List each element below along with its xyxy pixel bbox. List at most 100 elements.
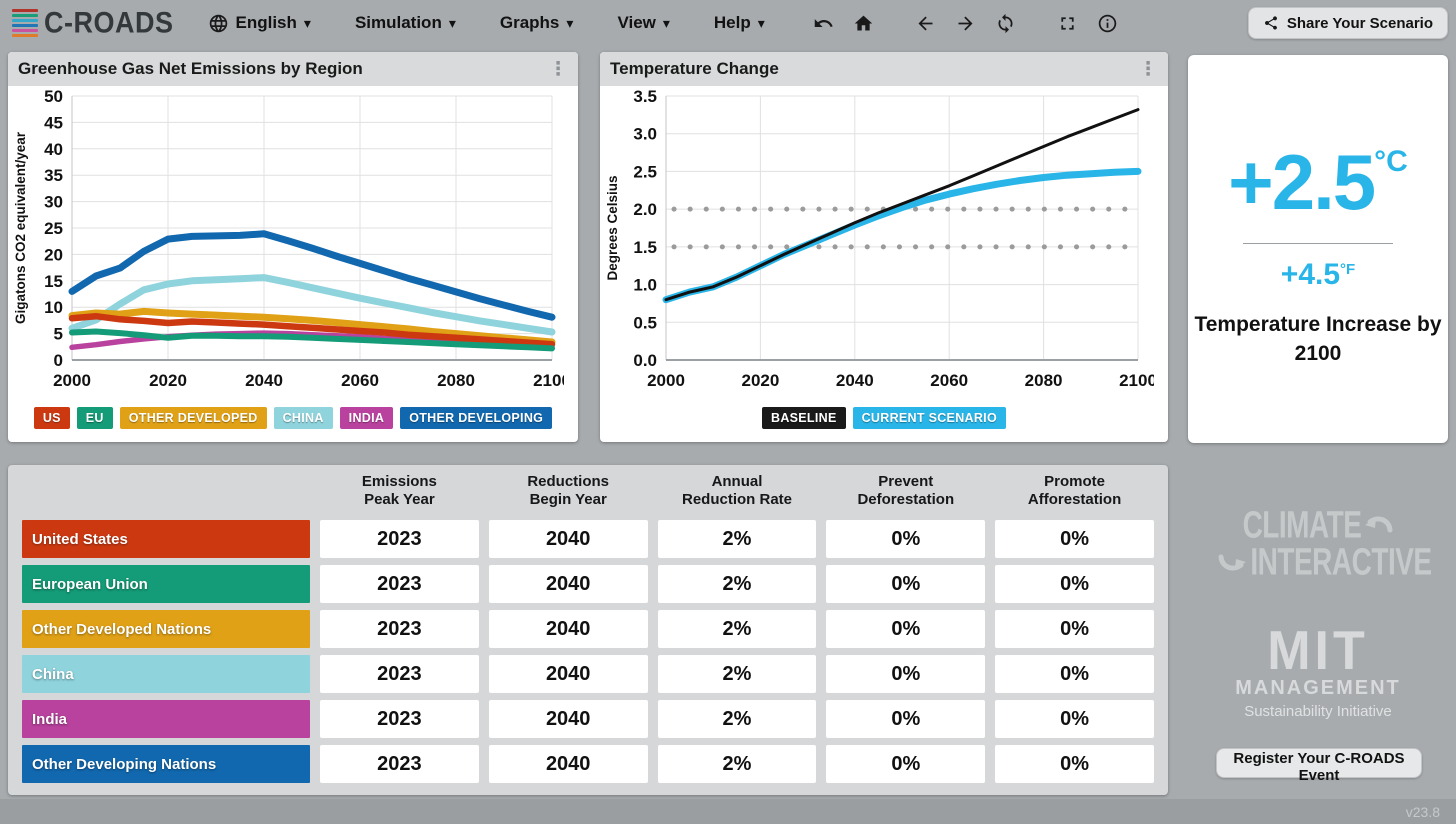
version-label: v23.8 bbox=[1405, 803, 1440, 820]
eu-annual-reduction-rate-cell[interactable]: 2% bbox=[657, 565, 817, 603]
svg-text:2000: 2000 bbox=[647, 371, 685, 390]
temperature-celsius: +2.5°C bbox=[1228, 138, 1408, 226]
celsius-unit: °C bbox=[1374, 145, 1408, 178]
reload-button[interactable] bbox=[991, 8, 1021, 38]
kebab-menu-icon[interactable] bbox=[548, 57, 568, 81]
svg-text:20: 20 bbox=[44, 245, 63, 264]
other-developed-annual-reduction-rate-cell[interactable]: 2% bbox=[657, 610, 817, 648]
other-developing-prevent-deforestation-cell[interactable]: 0% bbox=[826, 745, 986, 783]
us-emissions-peak-year-cell[interactable]: 2023 bbox=[320, 520, 479, 558]
us-reductions-begin-year-cell[interactable]: 2040 bbox=[488, 520, 648, 558]
india-reductions-begin-year-cell[interactable]: 2040 bbox=[488, 700, 648, 738]
menu-language[interactable]: English bbox=[208, 13, 311, 34]
emissions-chart-canvas: 0 5 10 15 20 25 30 35 40 45 50 2000 2020 2040 2060 2080… bbox=[13, 87, 571, 390]
other-developed-emissions-peak-year-cell[interactable]: 2023 bbox=[320, 610, 479, 648]
climate-interactive-logo: CLIMATE INTERACTIVE bbox=[1188, 504, 1448, 582]
india-emissions-peak-year-cell[interactable]: 2023 bbox=[320, 700, 479, 738]
header-promote-afforestation: Promote Afforestation bbox=[1027, 473, 1122, 508]
region-label-european-union: European Union bbox=[22, 565, 310, 603]
eu-reductions-begin-year-cell[interactable]: 2040 bbox=[488, 565, 648, 603]
eu-promote-afforestation-cell[interactable]: 0% bbox=[995, 565, 1154, 603]
svg-text:5: 5 bbox=[54, 325, 63, 344]
toolbar-icons bbox=[809, 8, 1123, 38]
china-promote-afforestation-cell[interactable]: 0% bbox=[995, 655, 1154, 693]
region-label-india: India bbox=[22, 700, 310, 738]
chevron-down-icon bbox=[758, 13, 765, 33]
forward-arrow-icon bbox=[958, 16, 973, 30]
back-arrow-icon bbox=[918, 16, 933, 30]
header-reductions-begin-year: Reductions Begin Year bbox=[527, 473, 610, 508]
mit-logo: MIT MANAGEMENT Sustainability Initiative bbox=[1188, 624, 1448, 720]
undo-icon bbox=[815, 18, 833, 27]
eu-emissions-peak-year-cell[interactable]: 2023 bbox=[320, 565, 479, 603]
c-roads-logo[interactable]: C-ROADS bbox=[12, 6, 174, 39]
menu-help[interactable]: Help bbox=[714, 13, 765, 33]
eu-prevent-deforestation-cell[interactable]: 0% bbox=[826, 565, 986, 603]
emissions-chart-panel: Greenhouse Gas Net Emissions by Region 0… bbox=[8, 52, 578, 442]
svg-text:2020: 2020 bbox=[149, 371, 187, 390]
reload-icon bbox=[998, 13, 1013, 33]
svg-text:2000: 2000 bbox=[53, 371, 91, 390]
undo-button[interactable] bbox=[809, 8, 839, 38]
scenario-table: Emissions Peak Year Reductions Begin Yea… bbox=[22, 473, 1154, 783]
other-developing-promote-afforestation-cell[interactable]: 0% bbox=[995, 745, 1154, 783]
menu-graphs[interactable]: Graphs bbox=[500, 13, 574, 33]
home-icon bbox=[855, 15, 873, 30]
svg-text:0: 0 bbox=[54, 351, 63, 370]
us-prevent-deforestation-cell[interactable]: 0% bbox=[826, 520, 986, 558]
kebab-menu-icon[interactable] bbox=[1138, 57, 1158, 81]
region-label-other-developing: Other Developing Nations bbox=[22, 745, 310, 783]
china-emissions-peak-year-cell[interactable]: 2023 bbox=[320, 655, 479, 693]
footer-bar: v23.8 bbox=[0, 799, 1456, 824]
china-reductions-begin-year-cell[interactable]: 2040 bbox=[488, 655, 648, 693]
india-promote-afforestation-cell[interactable]: 0% bbox=[995, 700, 1154, 738]
logo-stripes-icon bbox=[12, 9, 38, 37]
svg-text:2080: 2080 bbox=[1025, 371, 1063, 390]
register-event-button[interactable]: Register Your C-ROADS Event bbox=[1216, 748, 1422, 784]
svg-text:50: 50 bbox=[44, 87, 63, 106]
other-developing-reductions-begin-year-cell[interactable]: 2040 bbox=[488, 745, 648, 783]
chevron-down-icon bbox=[449, 13, 456, 33]
svg-text:1.0: 1.0 bbox=[633, 276, 657, 295]
menu-view[interactable]: View bbox=[617, 13, 669, 33]
emissions-panel-header: Greenhouse Gas Net Emissions by Region bbox=[8, 52, 578, 86]
forward-button[interactable] bbox=[951, 8, 981, 38]
svg-text:2.5: 2.5 bbox=[633, 162, 657, 181]
temperature-chart-title: Temperature Change bbox=[610, 59, 779, 78]
scenario-table-panel: Emissions Peak Year Reductions Begin Yea… bbox=[8, 465, 1168, 795]
svg-text:2060: 2060 bbox=[341, 371, 379, 390]
navbar: C-ROADS English Simulation Graphs View H… bbox=[0, 0, 1456, 46]
other-developed-prevent-deforestation-cell[interactable]: 0% bbox=[826, 610, 986, 648]
other-developing-emissions-peak-year-cell[interactable]: 2023 bbox=[320, 745, 479, 783]
menu-simulation[interactable]: Simulation bbox=[355, 13, 456, 33]
home-button[interactable] bbox=[849, 8, 879, 38]
svg-text:2100: 2100 bbox=[1119, 371, 1154, 390]
svg-text:2080: 2080 bbox=[437, 371, 475, 390]
us-annual-reduction-rate-cell[interactable]: 2% bbox=[657, 520, 817, 558]
legend-chip-china: CHINA bbox=[273, 407, 333, 429]
climate-interactive-text2: INTERACTIVE bbox=[1250, 540, 1432, 583]
other-developed-promote-afforestation-cell[interactable]: 0% bbox=[995, 610, 1154, 648]
svg-text:2020: 2020 bbox=[741, 371, 779, 390]
fullscreen-button[interactable] bbox=[1053, 8, 1083, 38]
china-prevent-deforestation-cell[interactable]: 0% bbox=[826, 655, 986, 693]
share-scenario-label: Share Your Scenario bbox=[1286, 14, 1433, 32]
emissions-legend: US EU OTHER DEVELOPED CHINA INDIA OTHER … bbox=[8, 407, 578, 429]
back-button[interactable] bbox=[911, 8, 941, 38]
india-prevent-deforestation-cell[interactable]: 0% bbox=[826, 700, 986, 738]
other-developing-annual-reduction-rate-cell[interactable]: 2% bbox=[657, 745, 817, 783]
india-annual-reduction-rate-cell[interactable]: 2% bbox=[657, 700, 817, 738]
svg-text:40: 40 bbox=[44, 140, 63, 159]
other-developed-reductions-begin-year-cell[interactable]: 2040 bbox=[488, 610, 648, 648]
info-button[interactable] bbox=[1093, 8, 1123, 38]
svg-text:30: 30 bbox=[44, 193, 63, 212]
china-annual-reduction-rate-cell[interactable]: 2% bbox=[657, 655, 817, 693]
share-icon bbox=[1264, 16, 1277, 30]
share-scenario-button[interactable]: Share Your Scenario bbox=[1247, 7, 1448, 39]
svg-text:Gigatons CO2 equivalent/year: Gigatons CO2 equivalent/year bbox=[13, 131, 28, 324]
temperature-panel-header: Temperature Change bbox=[600, 52, 1168, 86]
svg-text:45: 45 bbox=[44, 113, 63, 132]
legend-chip-eu: EU bbox=[76, 407, 113, 429]
us-promote-afforestation-cell[interactable]: 0% bbox=[995, 520, 1154, 558]
